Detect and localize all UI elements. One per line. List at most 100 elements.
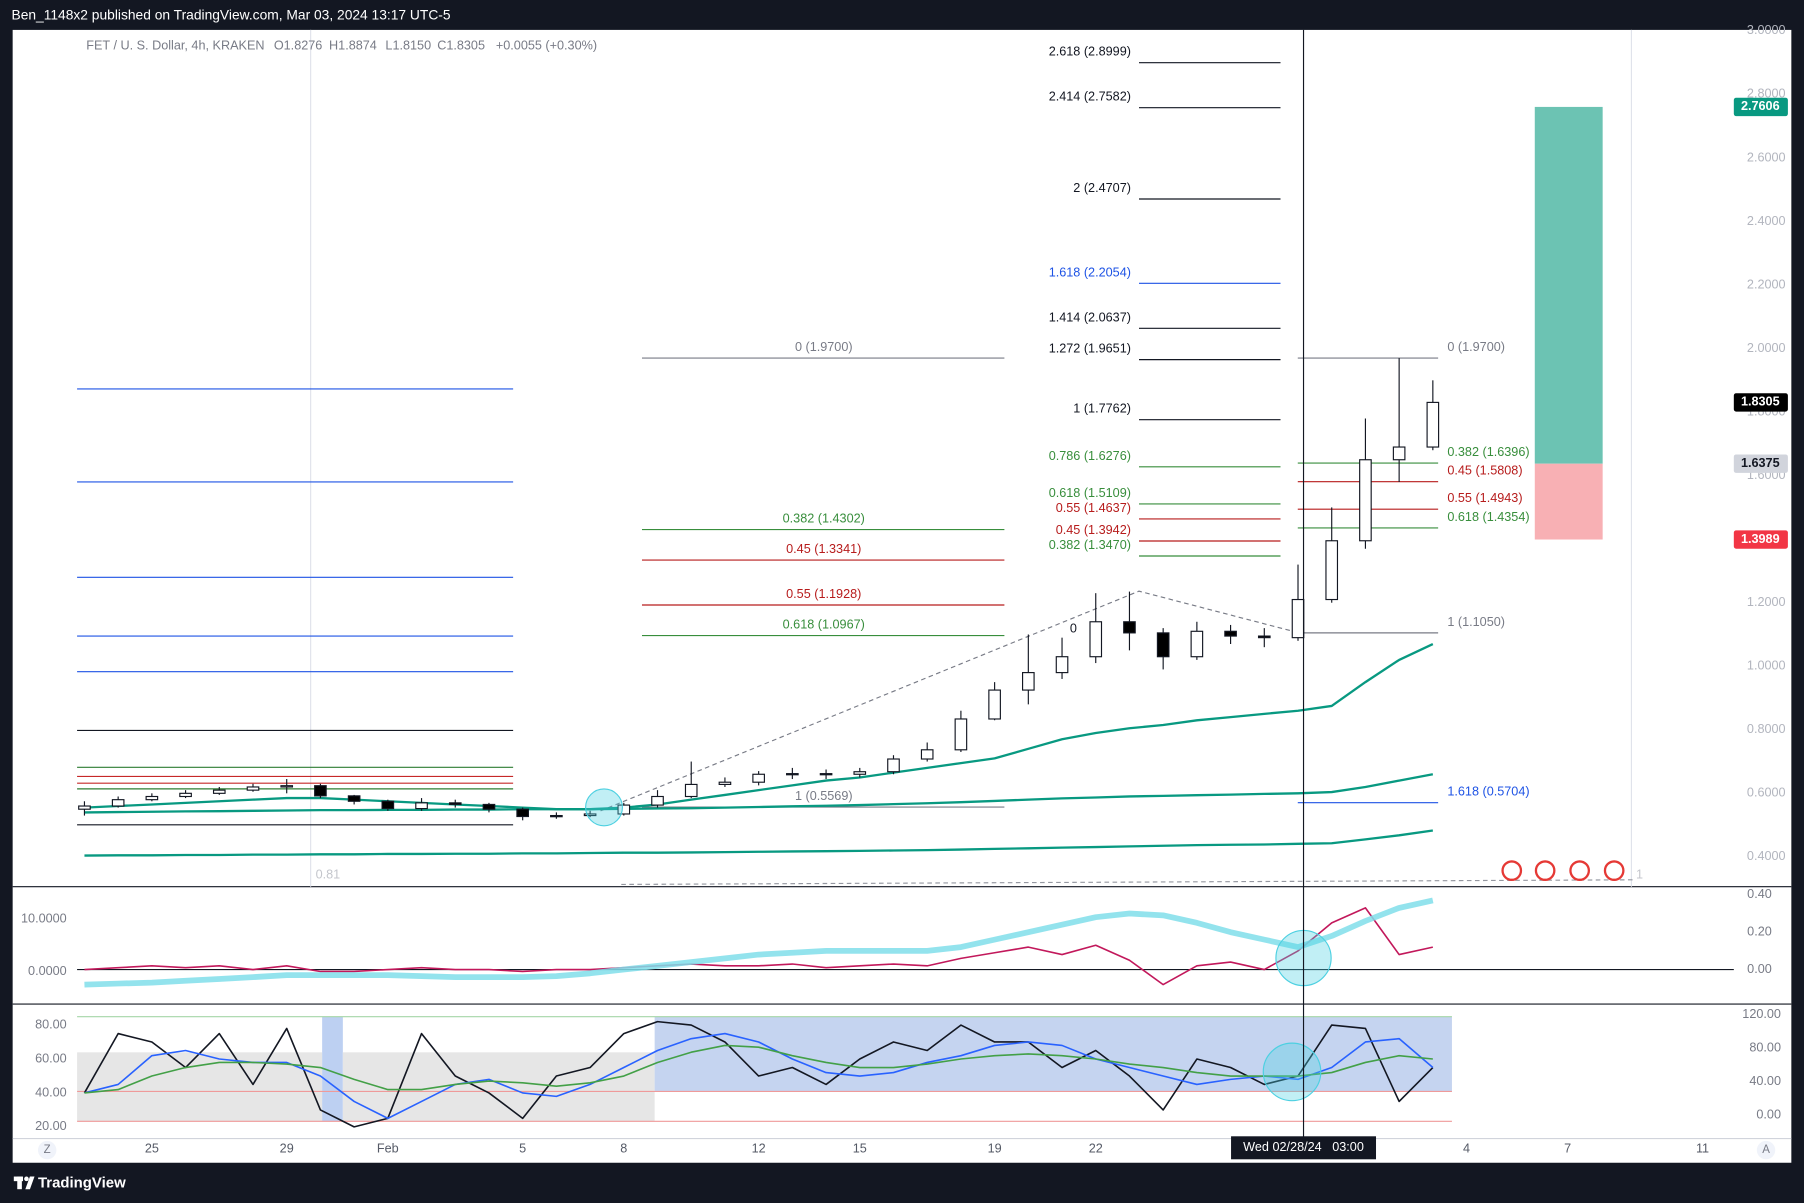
plot-layer: 0.40000.60000.80001.00001.20001.40001.60… bbox=[21, 23, 1788, 1155]
fib-label: 2.618 (2.8999) bbox=[1049, 45, 1131, 59]
annotation: 0.81 bbox=[316, 868, 341, 882]
y-tick-label: 1.2000 bbox=[1747, 595, 1786, 609]
fib-label: 0.55 (1.4637) bbox=[1056, 501, 1131, 515]
footer-brand: TradingView bbox=[38, 1174, 126, 1191]
flag bbox=[1501, 860, 1523, 881]
candle-body bbox=[954, 718, 968, 751]
candle-body bbox=[448, 802, 462, 806]
fib-label: 0.45 (1.3341) bbox=[786, 542, 861, 556]
button[interactable] bbox=[37, 1140, 57, 1160]
fib-label: 0.45 (1.3942) bbox=[1056, 523, 1131, 537]
candle-body bbox=[1021, 672, 1035, 691]
y-tick-label: 0.20 bbox=[1747, 925, 1772, 939]
flag bbox=[1569, 860, 1591, 881]
fib-label: 2.414 (2.7582) bbox=[1049, 90, 1131, 104]
fib-label: 0 (1.9700) bbox=[1447, 340, 1505, 354]
fib-label: 0.382 (1.3470) bbox=[1049, 538, 1131, 552]
x-tick-label: 29 bbox=[280, 1141, 294, 1155]
fib-label: 2 (2.4707) bbox=[1073, 181, 1131, 195]
fib-label: 0.45 (1.5808) bbox=[1447, 464, 1522, 478]
x-tick-label: 19 bbox=[988, 1141, 1002, 1155]
y2-tick-label: 0.0000 bbox=[28, 964, 67, 978]
x-tick-label: 11 bbox=[1696, 1141, 1709, 1155]
price-badge bbox=[1733, 530, 1788, 549]
x-tick-label: 8 bbox=[620, 1141, 627, 1155]
candle-body bbox=[718, 781, 732, 786]
series-line bbox=[84, 1032, 1434, 1120]
legend-high: H1.8874 bbox=[329, 38, 377, 52]
fib-label: 0.618 (1.0967) bbox=[783, 618, 865, 632]
candle-body bbox=[1325, 540, 1339, 601]
button-label[interactable]: A bbox=[1762, 1144, 1770, 1156]
y-tick-label: 2.8000 bbox=[1747, 87, 1786, 101]
fib-label: 0.382 (1.6396) bbox=[1447, 445, 1529, 459]
candle-body bbox=[212, 789, 226, 794]
candle-body bbox=[887, 758, 900, 773]
candle-body bbox=[1257, 635, 1271, 639]
highlight-circle bbox=[1262, 1042, 1322, 1102]
y-tick-label: 0.4000 bbox=[1747, 849, 1786, 863]
x-tick-label: 25 bbox=[145, 1141, 159, 1155]
flag bbox=[1603, 860, 1625, 881]
candle-body bbox=[1291, 598, 1305, 639]
candle-body bbox=[314, 785, 327, 797]
legend-close: C1.8305 bbox=[437, 38, 485, 52]
y-tick-label: 40.00 bbox=[35, 1085, 67, 1099]
y-tick-label: 60.00 bbox=[35, 1051, 67, 1065]
fib-label: 0 (1.9700) bbox=[795, 340, 853, 354]
crosshair-label: Wed 02/28/24 03:00 bbox=[1243, 1140, 1364, 1154]
y-tick-label: 2.0000 bbox=[1747, 341, 1786, 355]
series-line bbox=[83, 1020, 1434, 1128]
price-badge bbox=[1733, 97, 1788, 117]
candle-body bbox=[684, 783, 698, 798]
zone-shade bbox=[342, 1052, 655, 1122]
candle-body bbox=[1123, 621, 1136, 634]
candle-body bbox=[246, 786, 260, 791]
legend-change: +0.0055 (+0.30%) bbox=[496, 38, 597, 52]
annotation: 1 bbox=[1636, 868, 1643, 882]
x-tick-label: Feb bbox=[377, 1141, 399, 1155]
candle-body bbox=[516, 808, 530, 818]
fib-label: 0.786 (1.6276) bbox=[1049, 449, 1131, 463]
button[interactable] bbox=[1756, 1140, 1776, 1160]
candle-body bbox=[1426, 401, 1440, 448]
candle-body bbox=[280, 785, 294, 788]
y2-tick-label: 0.00 bbox=[1756, 1108, 1781, 1122]
candle-body bbox=[482, 803, 496, 810]
y-tick-label: 0.40 bbox=[1747, 887, 1772, 901]
candle-body bbox=[583, 813, 597, 817]
x-tick-label: 4 bbox=[1463, 1141, 1470, 1155]
x-tick-label: 7 bbox=[1564, 1141, 1571, 1155]
series-line bbox=[84, 773, 1434, 814]
button-label[interactable]: Z bbox=[44, 1144, 51, 1156]
fib-label: 1.272 (1.9651) bbox=[1049, 342, 1131, 356]
candle-body bbox=[78, 805, 91, 810]
candle-body bbox=[550, 814, 563, 818]
x-tick-label: 22 bbox=[1089, 1141, 1103, 1155]
candle-body bbox=[920, 749, 934, 760]
crosshair-label-bg bbox=[1231, 1136, 1377, 1160]
x-tick-label: 15 bbox=[853, 1141, 867, 1155]
fib-label: 1.618 (0.5704) bbox=[1447, 785, 1529, 799]
candle-body bbox=[381, 800, 395, 810]
price-badge-label: 1.6375 bbox=[1741, 456, 1780, 470]
y2-tick-label: 40.00 bbox=[1749, 1074, 1781, 1088]
y-tick-label: 20.00 bbox=[35, 1119, 67, 1133]
y-tick-label: 80.00 bbox=[35, 1017, 67, 1031]
zone-shade bbox=[322, 1016, 343, 1122]
y-tick-label: 1.0000 bbox=[1747, 659, 1786, 673]
price-badge bbox=[1733, 393, 1788, 412]
y2-tick-label: 80.00 bbox=[1749, 1040, 1781, 1054]
candle-body bbox=[145, 795, 159, 801]
price-badge-label: 1.8305 bbox=[1741, 395, 1780, 409]
price-badge-label: 1.3989 bbox=[1741, 532, 1780, 546]
x-tick-label: 12 bbox=[752, 1141, 766, 1155]
chart-area bbox=[12, 29, 1792, 1163]
series-line bbox=[84, 829, 1434, 857]
candle-body bbox=[853, 771, 867, 775]
position-profit bbox=[1534, 106, 1603, 464]
zone-shade bbox=[654, 1016, 1452, 1092]
y-tick-label: 2.4000 bbox=[1747, 214, 1786, 228]
